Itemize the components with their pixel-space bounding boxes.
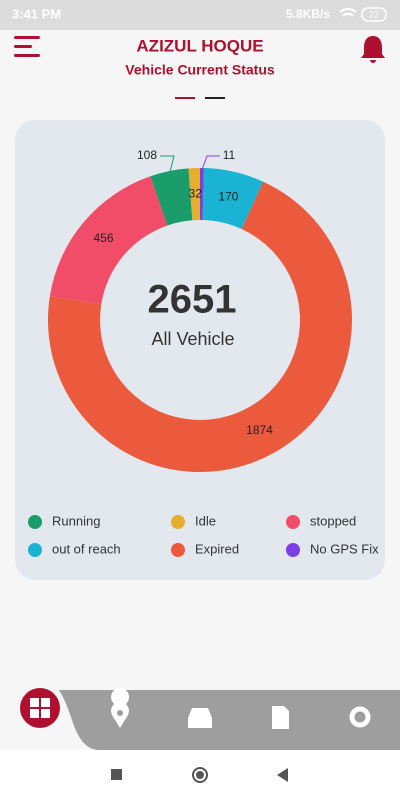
- leader-line: [160, 155, 175, 174]
- report-button[interactable]: [272, 706, 289, 729]
- legend-label: stopped: [310, 513, 356, 528]
- legend: Running Idle stopped out of reach Expired No …: [28, 513, 379, 557]
- slice-label: 1874: [246, 423, 273, 437]
- legend-label: Idle: [195, 513, 216, 528]
- home-button[interactable]: [192, 767, 208, 783]
- location-dot: [117, 710, 123, 716]
- legend-swatch: [28, 515, 42, 529]
- home-dot: [196, 771, 204, 779]
- legend-swatch: [286, 515, 300, 529]
- location-button[interactable]: [111, 688, 130, 728]
- center-value: 2651: [148, 278, 237, 322]
- header-subtitle: Vehicle Current Status: [125, 62, 275, 78]
- donut-chart: 11 170 1874 456 108 32: [47, 148, 352, 472]
- status-speed: 5.8KB/s: [286, 7, 330, 21]
- battery-level: 22: [369, 9, 379, 19]
- slice: [188, 168, 200, 221]
- battery-icon: [361, 7, 387, 22]
- back-button[interactable]: [277, 768, 288, 782]
- legend-swatch: [171, 543, 185, 557]
- wifi-icon: [339, 8, 357, 17]
- recent-button[interactable]: [111, 769, 122, 780]
- leader-line: [201, 155, 220, 171]
- center-label: All Vehicle: [151, 329, 234, 349]
- legend-label: No GPS Fix: [310, 541, 379, 556]
- page-indicator: [205, 97, 225, 99]
- dashboard-button[interactable]: [20, 688, 60, 728]
- legend-swatch: [171, 515, 185, 529]
- vehicle-button[interactable]: [188, 708, 212, 728]
- legend-label: Running: [52, 513, 100, 528]
- slice: [200, 168, 204, 221]
- legend-label: Expired: [195, 541, 239, 556]
- slice-label: 32: [189, 186, 203, 200]
- slice-label: 108: [137, 148, 157, 162]
- page-indicator: [175, 97, 195, 99]
- slice-label: 456: [94, 231, 114, 245]
- slice-label: 11: [223, 148, 236, 162]
- slice: [49, 176, 168, 305]
- legend-swatch: [28, 543, 42, 557]
- header-title: AZIZUL HOQUE: [136, 36, 263, 55]
- status-time: 3:41 PM: [12, 6, 61, 21]
- menu-icon[interactable]: [14, 36, 40, 57]
- slice: [150, 168, 193, 226]
- legend-swatch: [286, 543, 300, 557]
- slice: [47, 181, 352, 472]
- slice-label: 170: [218, 189, 238, 203]
- legend-label: out of reach: [52, 541, 121, 556]
- status-bar: [0, 0, 400, 30]
- bell-icon[interactable]: [361, 36, 385, 63]
- slice: [202, 168, 264, 230]
- settings-button[interactable]: [349, 706, 371, 728]
